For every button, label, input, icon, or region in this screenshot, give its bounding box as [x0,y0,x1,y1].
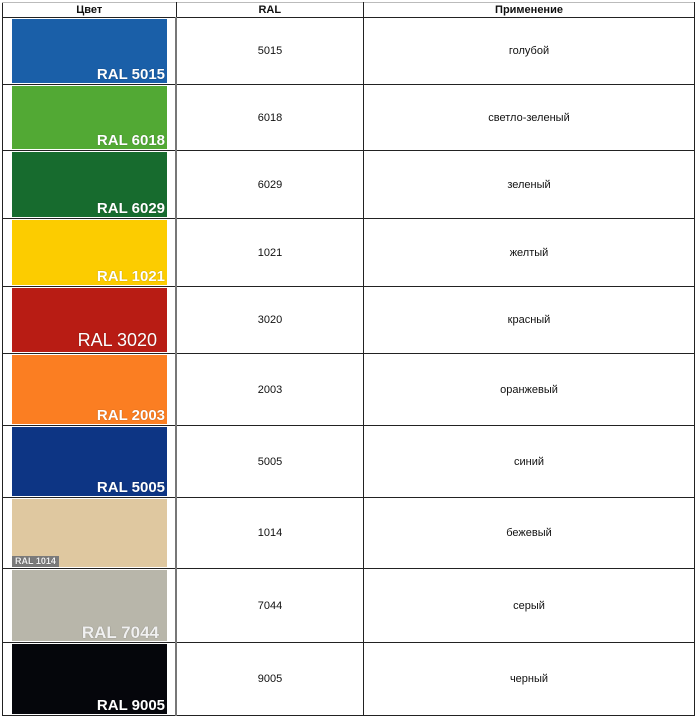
usage-cell: серый [363,568,695,643]
color-swatch: RAL 7044 [12,570,167,641]
swatch-label: RAL 1014 [12,556,59,567]
ral-code-cell: 3020 [175,286,364,354]
ral-code-cell: 9005 [175,642,364,716]
table-row: RAL 9005 9005 черный [2,642,695,716]
table-row: RAL 1014 1014 бежевый [2,497,695,569]
color-swatch: RAL 5015 [12,19,167,83]
color-swatch: RAL 2003 [12,355,167,424]
ral-code-cell: 1021 [175,218,364,287]
color-cell: RAL 6029 [2,150,177,219]
table-row: RAL 6029 6029 зеленый [2,150,695,219]
swatch-label: RAL 6029 [96,200,165,217]
table-row: RAL 6018 6018 светло-зеленый [2,84,695,151]
table-row: RAL 5005 5005 синий [2,425,695,498]
swatch-label: RAL 9005 [96,697,165,714]
swatch-label: RAL 5005 [96,479,165,496]
swatch-label: RAL 3020 [77,330,157,350]
swatch-label: RAL 1021 [96,268,165,285]
color-cell: RAL 5015 [2,17,177,85]
ral-code-cell: 6029 [175,150,364,219]
color-swatch: RAL 3020 [12,288,167,352]
color-cell: RAL 1014 [2,497,177,569]
color-swatch: RAL 6018 [12,86,167,149]
color-cell: RAL 2003 [2,353,177,426]
header-color: Цвет [2,2,177,18]
ral-code-cell: 1014 [175,497,364,569]
usage-cell: синий [363,425,695,498]
ral-code-cell: 7044 [175,568,364,643]
header-row: Цвет RAL Применение [2,2,695,18]
usage-cell: зеленый [363,150,695,219]
ral-code-cell: 5015 [175,17,364,85]
table-row: RAL 1021 1021 желтый [2,218,695,287]
color-cell: RAL 7044 [2,568,177,643]
color-cell: RAL 3020 [2,286,177,354]
table-row: RAL 7044 7044 серый [2,568,695,643]
color-cell: RAL 9005 [2,642,177,716]
table-row: RAL 3020 3020 красный [2,286,695,354]
usage-cell: желтый [363,218,695,287]
ral-code-cell: 5005 [175,425,364,498]
color-cell: RAL 1021 [2,218,177,287]
color-swatch: RAL 6029 [12,152,167,217]
swatch-label: RAL 7044 [81,623,159,642]
ral-code-cell: 2003 [175,353,364,426]
table-row: RAL 5015 5015 голубой [2,17,695,85]
swatch-label: RAL 6018 [96,132,165,149]
color-swatch: RAL 5005 [12,427,167,496]
color-cell: RAL 5005 [2,425,177,498]
color-swatch: RAL 1021 [12,220,167,285]
usage-cell: красный [363,286,695,354]
usage-cell: оранжевый [363,353,695,426]
header-ral: RAL [175,2,364,18]
usage-cell: голубой [363,17,695,85]
ral-code-cell: 6018 [175,84,364,151]
usage-cell: черный [363,642,695,716]
table-row: RAL 2003 2003 оранжевый [2,353,695,426]
swatch-label: RAL 2003 [96,407,165,424]
swatch-label: RAL 5015 [96,66,165,83]
color-cell: RAL 6018 [2,84,177,151]
usage-cell: светло-зеленый [363,84,695,151]
color-swatch: RAL 1014 [12,499,167,567]
usage-cell: бежевый [363,497,695,569]
header-usage: Применение [363,2,695,18]
color-swatch: RAL 9005 [12,644,167,714]
